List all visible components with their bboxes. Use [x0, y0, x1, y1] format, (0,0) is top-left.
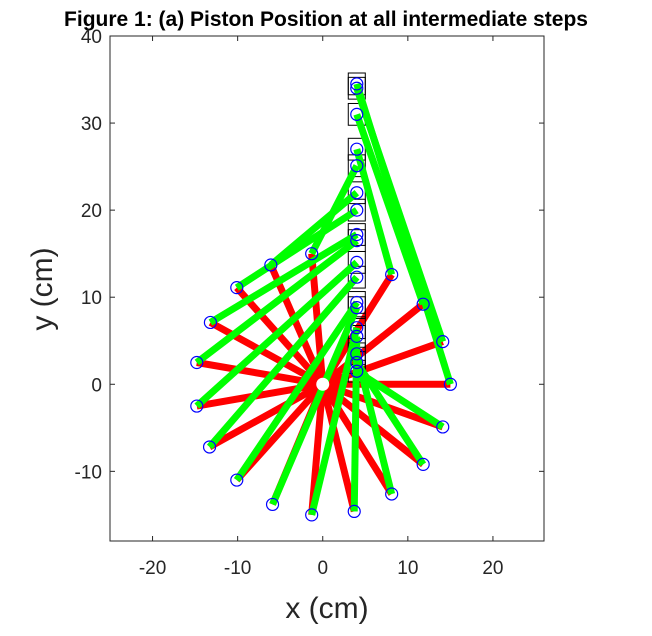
piston-pin-marker-0 [350, 77, 364, 91]
x-tick-label-0: -20 [139, 558, 166, 579]
piston-pin-marker-9 [350, 255, 364, 269]
piston-pin-marker-11 [350, 295, 364, 310]
y-tick-label-2: 10 [81, 288, 102, 309]
crank-joint-marker-13 [305, 508, 319, 522]
crank-joint-marker-17 [436, 420, 450, 434]
y-tick-label-3: 20 [81, 201, 102, 222]
y-tick-label-1: 0 [91, 375, 102, 396]
piston-pin-marker-5 [350, 186, 364, 200]
x-tick-label-2: 0 [317, 558, 328, 579]
connecting-rod-3 [353, 148, 396, 276]
crank-joint-marker-6 [230, 281, 244, 295]
connecting-rod-6 [234, 207, 359, 291]
crank-arm-14 [319, 383, 358, 513]
connecting-rod-7 [208, 231, 359, 326]
connecting-rod-11 [233, 300, 360, 483]
crank-arm-10 [207, 381, 325, 451]
crank-joint-marker-15 [385, 487, 399, 501]
piston-pin-marker-14 [350, 329, 364, 343]
x-tick-label-4: 20 [482, 558, 503, 579]
crank-joint-marker-4 [305, 247, 319, 261]
piston-pin-marker-7 [350, 227, 364, 242]
x-axis-label: x (cm) [285, 592, 368, 625]
piston-pin-marker-2 [350, 107, 364, 121]
crank-joint-marker-0 [443, 377, 457, 391]
crank-joint-marker-14 [347, 504, 361, 518]
crank-joint-marker-10 [202, 440, 217, 454]
piston-pin-marker-4 [350, 159, 364, 173]
piston-outline-9 [347, 250, 366, 274]
piston-pin-marker-1 [350, 81, 364, 95]
piston-pin-marker-16 [350, 355, 364, 370]
chart-title: Figure 1: (a) Piston Position at all int… [64, 8, 588, 31]
crank-joint-marker-7 [203, 315, 218, 330]
y-axis-label: y (cm) [26, 247, 59, 330]
axes-box [109, 35, 545, 542]
crank-joint-marker-12 [265, 497, 280, 512]
y-tick-label-0: -10 [75, 462, 102, 483]
piston-pin-marker-8 [350, 234, 364, 248]
piston-pin-marker-13 [350, 321, 364, 335]
piston-pin-marker-17 [350, 364, 364, 378]
piston-pin-marker-12 [350, 301, 364, 315]
crank-joint-marker-16 [416, 457, 430, 471]
x-tick-label-1: -10 [224, 558, 251, 579]
connecting-rod-13 [308, 326, 361, 516]
crank-joint-marker-8 [190, 355, 204, 370]
piston-pin-marker-10 [350, 270, 364, 284]
piston-pin-marker-3 [350, 142, 364, 156]
connecting-rod-1 [353, 87, 447, 343]
crank-joint-marker-11 [230, 473, 244, 487]
connecting-rod-17 [354, 368, 445, 430]
crank-pivot-marker [316, 377, 330, 391]
connecting-rod-10 [206, 274, 360, 450]
crank-arm-7 [208, 319, 325, 388]
y-tick-label-4: 30 [81, 114, 102, 135]
crank-joint-marker-2 [416, 297, 430, 311]
connecting-rod-12 [269, 306, 361, 506]
crank-joint-marker-3 [385, 267, 399, 282]
x-tick-label-3: 10 [397, 558, 418, 579]
plot-layer [190, 72, 457, 522]
y-tick-label-5: 40 [81, 27, 102, 48]
connecting-rod-8 [194, 237, 359, 366]
connecting-rod-9 [194, 259, 360, 409]
connecting-rod-2 [353, 113, 427, 306]
crank-arm-2 [320, 301, 426, 388]
crank-joint-marker-1 [436, 335, 450, 349]
crank-joint-marker-9 [190, 399, 204, 413]
crank-joint-marker-5 [264, 258, 278, 272]
piston-pin-marker-15 [350, 347, 364, 361]
piston-pin-marker-6 [350, 203, 364, 217]
